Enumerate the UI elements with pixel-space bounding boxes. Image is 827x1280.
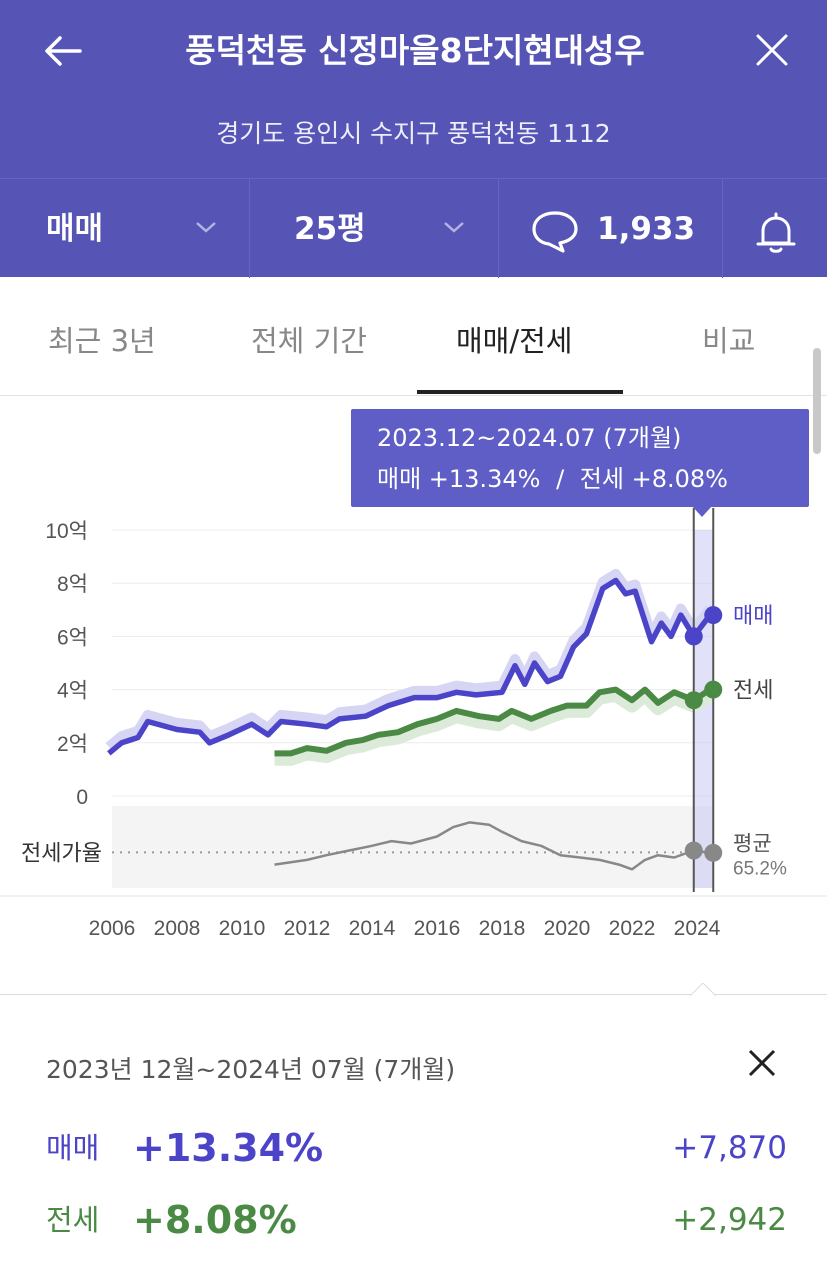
change-summary-panel: 2023년 12월~2024년 07월 (7개월) 매매 +13.34% +7,… <box>0 983 827 1280</box>
jeonse-series-line <box>274 686 712 757</box>
back-arrow-icon[interactable] <box>40 28 86 74</box>
notification-button[interactable] <box>723 179 827 278</box>
sale-series-line <box>107 577 713 756</box>
area-dropdown[interactable]: 25평 <box>250 179 499 278</box>
sale-marker <box>704 606 723 625</box>
selector-row: 매매 25평 1,933 <box>0 178 827 278</box>
tooltip-pointer <box>692 506 712 517</box>
ratio-marker <box>704 843 723 862</box>
summary-period: 2023년 12월~2024년 07월 (7개월) <box>46 1055 456 1084</box>
jeonse-marker <box>684 691 703 710</box>
tooltip-sale-change: 매매 +13.34% <box>377 465 541 493</box>
legend-jeonse-label: 전세 <box>733 678 773 703</box>
page-title: 풍덕천동 신정마을8단지현대성우 <box>185 31 645 70</box>
jeonse-ratio-line <box>274 821 711 871</box>
tooltip-changes: 매매 +13.34% / 전세 +8.08% <box>377 461 728 497</box>
x-tick-label: 2016 <box>414 917 461 940</box>
summary-jeonse-amount: +2,942 <box>672 1202 787 1238</box>
y-tick-label: 6억 <box>57 626 88 649</box>
sale-spread-area <box>105 568 714 751</box>
ratio-axis-label: 전세가율 <box>21 840 102 865</box>
x-tick-label: 2022 <box>609 917 656 940</box>
panel-pointer <box>690 983 716 996</box>
x-tick-label: 2024 <box>674 917 721 940</box>
summary-sale-pct: +13.34% <box>133 1126 324 1170</box>
jeonse-marker <box>704 680 723 699</box>
comment-count: 1,933 <box>597 211 696 247</box>
tooltip-divider: / <box>556 465 565 493</box>
area-label: 25평 <box>294 211 366 247</box>
chevron-down-icon <box>444 222 464 233</box>
y-tick-label: 4억 <box>57 680 88 703</box>
comments-button[interactable]: 1,933 <box>499 179 723 278</box>
x-tick-label: 2010 <box>219 917 266 940</box>
tab-compare[interactable]: 비교 <box>702 324 756 358</box>
x-tick-label: 2014 <box>349 917 396 940</box>
deal-type-dropdown[interactable]: 매매 <box>0 179 250 278</box>
legend-sale-label: 매매 <box>733 603 773 628</box>
y-tick-label: 2억 <box>57 733 88 756</box>
close-icon[interactable] <box>742 1043 782 1083</box>
x-tick-label: 2008 <box>154 917 201 940</box>
summary-jeonse-pct: +8.08% <box>133 1198 297 1242</box>
tooltip-period: 2023.12~2024.07 (7개월) <box>377 424 682 452</box>
sale-marker <box>684 627 703 646</box>
chevron-down-icon <box>196 222 216 233</box>
summary-sale-label: 매매 <box>46 1131 100 1165</box>
chart-tooltip: 2023.12~2024.07 (7개월) 매매 +13.34% / 전세 +8… <box>351 409 809 507</box>
average-value: 65.2% <box>733 858 787 879</box>
y-tick-label: 0 <box>76 786 88 809</box>
tab-all-period[interactable]: 전체 기간 <box>251 324 367 358</box>
tab-recent-3y[interactable]: 최근 3년 <box>48 324 156 358</box>
chat-bubble-icon <box>532 211 578 253</box>
x-tick-label: 2012 <box>284 917 331 940</box>
tab-sale-jeonse[interactable]: 매매/전세 <box>456 324 573 358</box>
ratio-marker <box>684 841 703 860</box>
y-tick-label: 10억 <box>45 520 88 543</box>
scrollbar[interactable] <box>813 348 821 454</box>
ratio-band-background <box>112 806 712 888</box>
x-tick-label: 2018 <box>479 917 526 940</box>
average-label: 평균 <box>733 832 772 855</box>
chart-tabs: 최근 3년 전체 기간 매매/전세 비교 <box>0 277 827 396</box>
x-tick-label: 2020 <box>544 917 591 940</box>
tooltip-jeonse-change: 전세 +8.08% <box>579 465 728 493</box>
summary-sale-amount: +7,870 <box>672 1130 787 1166</box>
bell-icon <box>756 212 796 253</box>
x-tick-label: 2006 <box>89 917 136 940</box>
active-tab-indicator <box>417 390 623 394</box>
address: 경기도 용인시 수지구 풍덕천동 1112 <box>216 119 611 148</box>
y-tick-label: 8억 <box>57 573 88 596</box>
close-icon[interactable] <box>750 28 794 72</box>
deal-type-label: 매매 <box>46 211 104 247</box>
summary-jeonse-label: 전세 <box>46 1203 100 1237</box>
app-header: 풍덕천동 신정마을8단지현대성우 경기도 용인시 수지구 풍덕천동 1112 매… <box>0 0 827 278</box>
jeonse-spread-area <box>274 687 714 766</box>
